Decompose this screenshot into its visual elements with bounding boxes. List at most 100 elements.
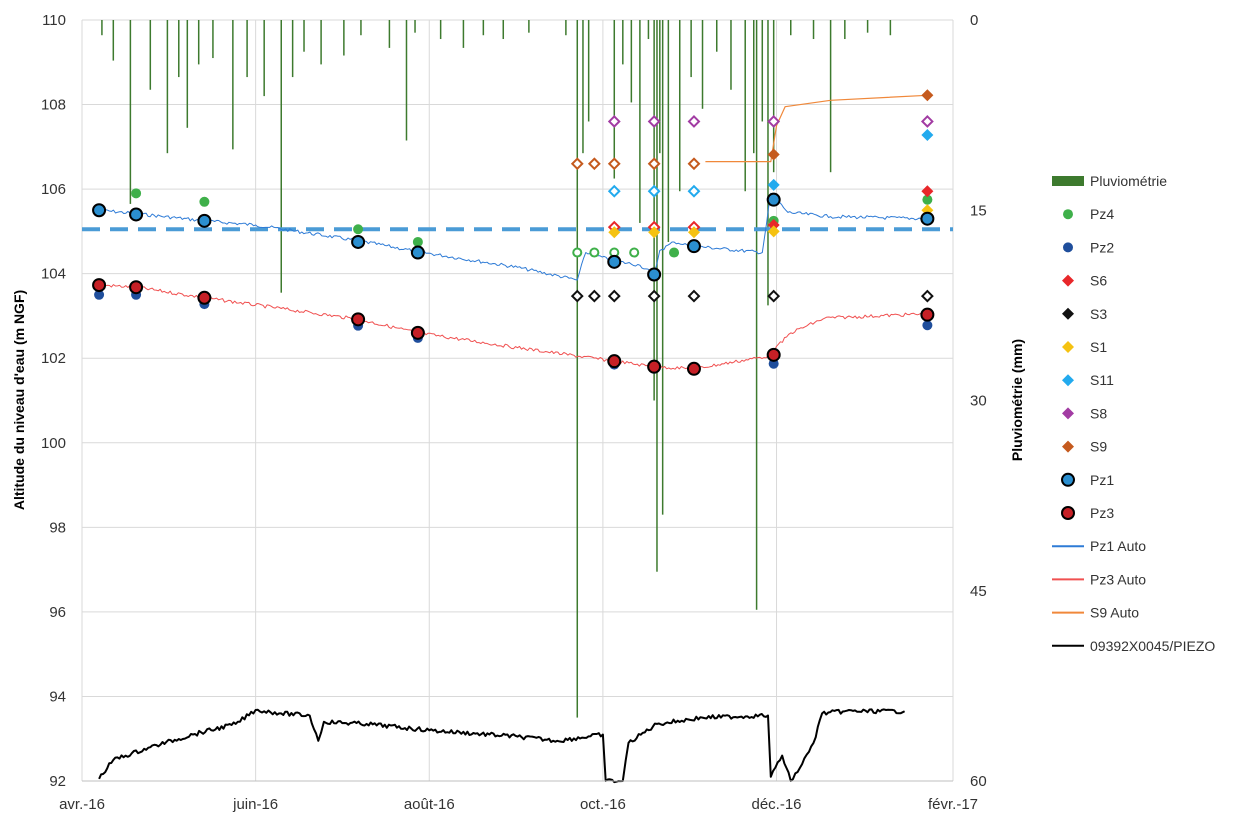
point-pz2 [94, 289, 105, 300]
series-line-s9-auto [705, 94, 928, 163]
rainfall-bar [232, 20, 234, 150]
point-s11-filled- [921, 128, 934, 141]
grid-layer [81, 19, 954, 782]
legend-pz1-swatch [1061, 472, 1075, 487]
rainfall-bar [630, 20, 633, 103]
y-tick-label: 94 [49, 688, 66, 705]
legend-s1-label: S1 [1090, 339, 1107, 355]
rainfall-bar [653, 20, 655, 401]
rainfall-bar [587, 20, 590, 122]
legend-s8-label: S8 [1090, 405, 1107, 421]
rainfall-bar [388, 20, 391, 48]
point-pz1 [129, 207, 144, 222]
y-tick-label: 102 [41, 350, 66, 367]
point-s9 [687, 157, 701, 171]
rainfall-bar [866, 20, 869, 33]
rainfall-bar [178, 20, 180, 78]
rainfall-bar [246, 20, 248, 78]
point-s1 [608, 226, 621, 239]
rainfall-bar [439, 20, 442, 40]
point-pz1 [351, 234, 366, 249]
point-s3 [767, 289, 781, 303]
legend-s8-swatch [1062, 407, 1074, 420]
point-s9 [647, 157, 661, 171]
legend-s3-label: S3 [1090, 306, 1107, 322]
legend-pz2-swatch [1063, 242, 1073, 253]
point-s3 [687, 289, 701, 303]
legend-s6-label: S6 [1090, 273, 1107, 289]
legend-pz3-auto-label: Pz3 Auto [1090, 571, 1146, 587]
rainfall-bar [129, 20, 132, 204]
point-pz3 [766, 347, 781, 362]
y2-tick-label: 15 [970, 202, 987, 219]
point-pz3 [607, 354, 622, 369]
legend: Pluviométrie Pz4 Pz2 S6 S3 S1 S11 S8 S9 Pz1 Pz3 Pz1… [1052, 173, 1215, 654]
rainfall-bar [280, 20, 282, 293]
x-tick-label: déc.-16 [751, 796, 801, 813]
point-pz3 [92, 278, 107, 293]
rainfall-bar [576, 20, 579, 718]
point-pz1 [647, 267, 662, 282]
point-pz3 [410, 325, 425, 340]
x-tick-label: avr.-16 [59, 796, 105, 813]
legend-pz1-auto-label: Pz1 Auto [1090, 538, 1146, 554]
rainfall-bar [701, 20, 704, 109]
line-series-layer [98, 94, 928, 784]
rainfall-bar [212, 20, 214, 59]
point-s11 [647, 184, 661, 198]
point-s8 [687, 115, 701, 128]
rainfall-bar [582, 20, 584, 154]
point-s3 [920, 289, 934, 303]
legend-s3-swatch [1062, 307, 1074, 320]
series-line-pz3-auto [98, 284, 928, 371]
series-line-09392x0045-piezo [98, 708, 906, 784]
point-s8 [607, 115, 621, 128]
point-s8 [767, 115, 781, 128]
y2-tick-label: 30 [970, 393, 987, 410]
y2-axis-title: Pluviométrie (mm) [1009, 339, 1025, 461]
rainfall-bar [320, 20, 322, 65]
legend-s11-swatch [1062, 374, 1074, 387]
marker-layer [92, 89, 935, 376]
y2-tick-label: 60 [970, 773, 987, 790]
y-tick-label: 104 [41, 266, 66, 283]
point-s6-filled- [767, 219, 780, 232]
point-pz3 [129, 280, 144, 295]
y-tick-label: 108 [41, 97, 66, 114]
rainfall-bar [303, 20, 305, 52]
point-pz1 [766, 192, 781, 207]
point-pz1 [686, 239, 701, 254]
point-s9-filled- [921, 89, 934, 102]
legend-pz1-label: Pz1 [1090, 472, 1114, 488]
axis-layer: 92 94 96 98 100 102 104 106 108 110 avr.-16 juin-16… [41, 12, 987, 813]
point-s1 [648, 226, 661, 239]
legend-pz2-label: Pz2 [1090, 239, 1114, 255]
point-pz3 [647, 359, 662, 374]
point-pz1 [920, 211, 935, 226]
y-tick-label: 106 [41, 181, 66, 198]
rainfall-bar [482, 20, 485, 36]
rainfall-bar [667, 20, 670, 242]
rainfall-bar [772, 20, 775, 173]
point-s3 [570, 289, 584, 303]
point-pz1 [607, 254, 622, 269]
rainfall-bar [753, 20, 755, 154]
rainfall-bar [565, 20, 567, 36]
series-line-pz1-auto [99, 192, 928, 281]
point-s1 [767, 225, 780, 238]
legend-pluviom-trie-swatch [1052, 176, 1084, 186]
point-s9 [607, 157, 621, 171]
rainfall-bar [715, 20, 718, 52]
legend-s9-swatch [1062, 440, 1074, 453]
point-pz3 [686, 361, 701, 376]
rainfall-bar [647, 20, 650, 40]
rainfall-bar [528, 20, 530, 33]
legend-09392x0045-piezo-label: 09392X0045/PIEZO [1090, 638, 1215, 654]
point-s9 [587, 157, 601, 171]
point-pz4-hollow- [629, 247, 640, 258]
point-pz3 [197, 290, 212, 305]
point-pz1 [197, 213, 212, 228]
point-pz4 [131, 188, 142, 199]
rainfall-bar [844, 20, 846, 40]
